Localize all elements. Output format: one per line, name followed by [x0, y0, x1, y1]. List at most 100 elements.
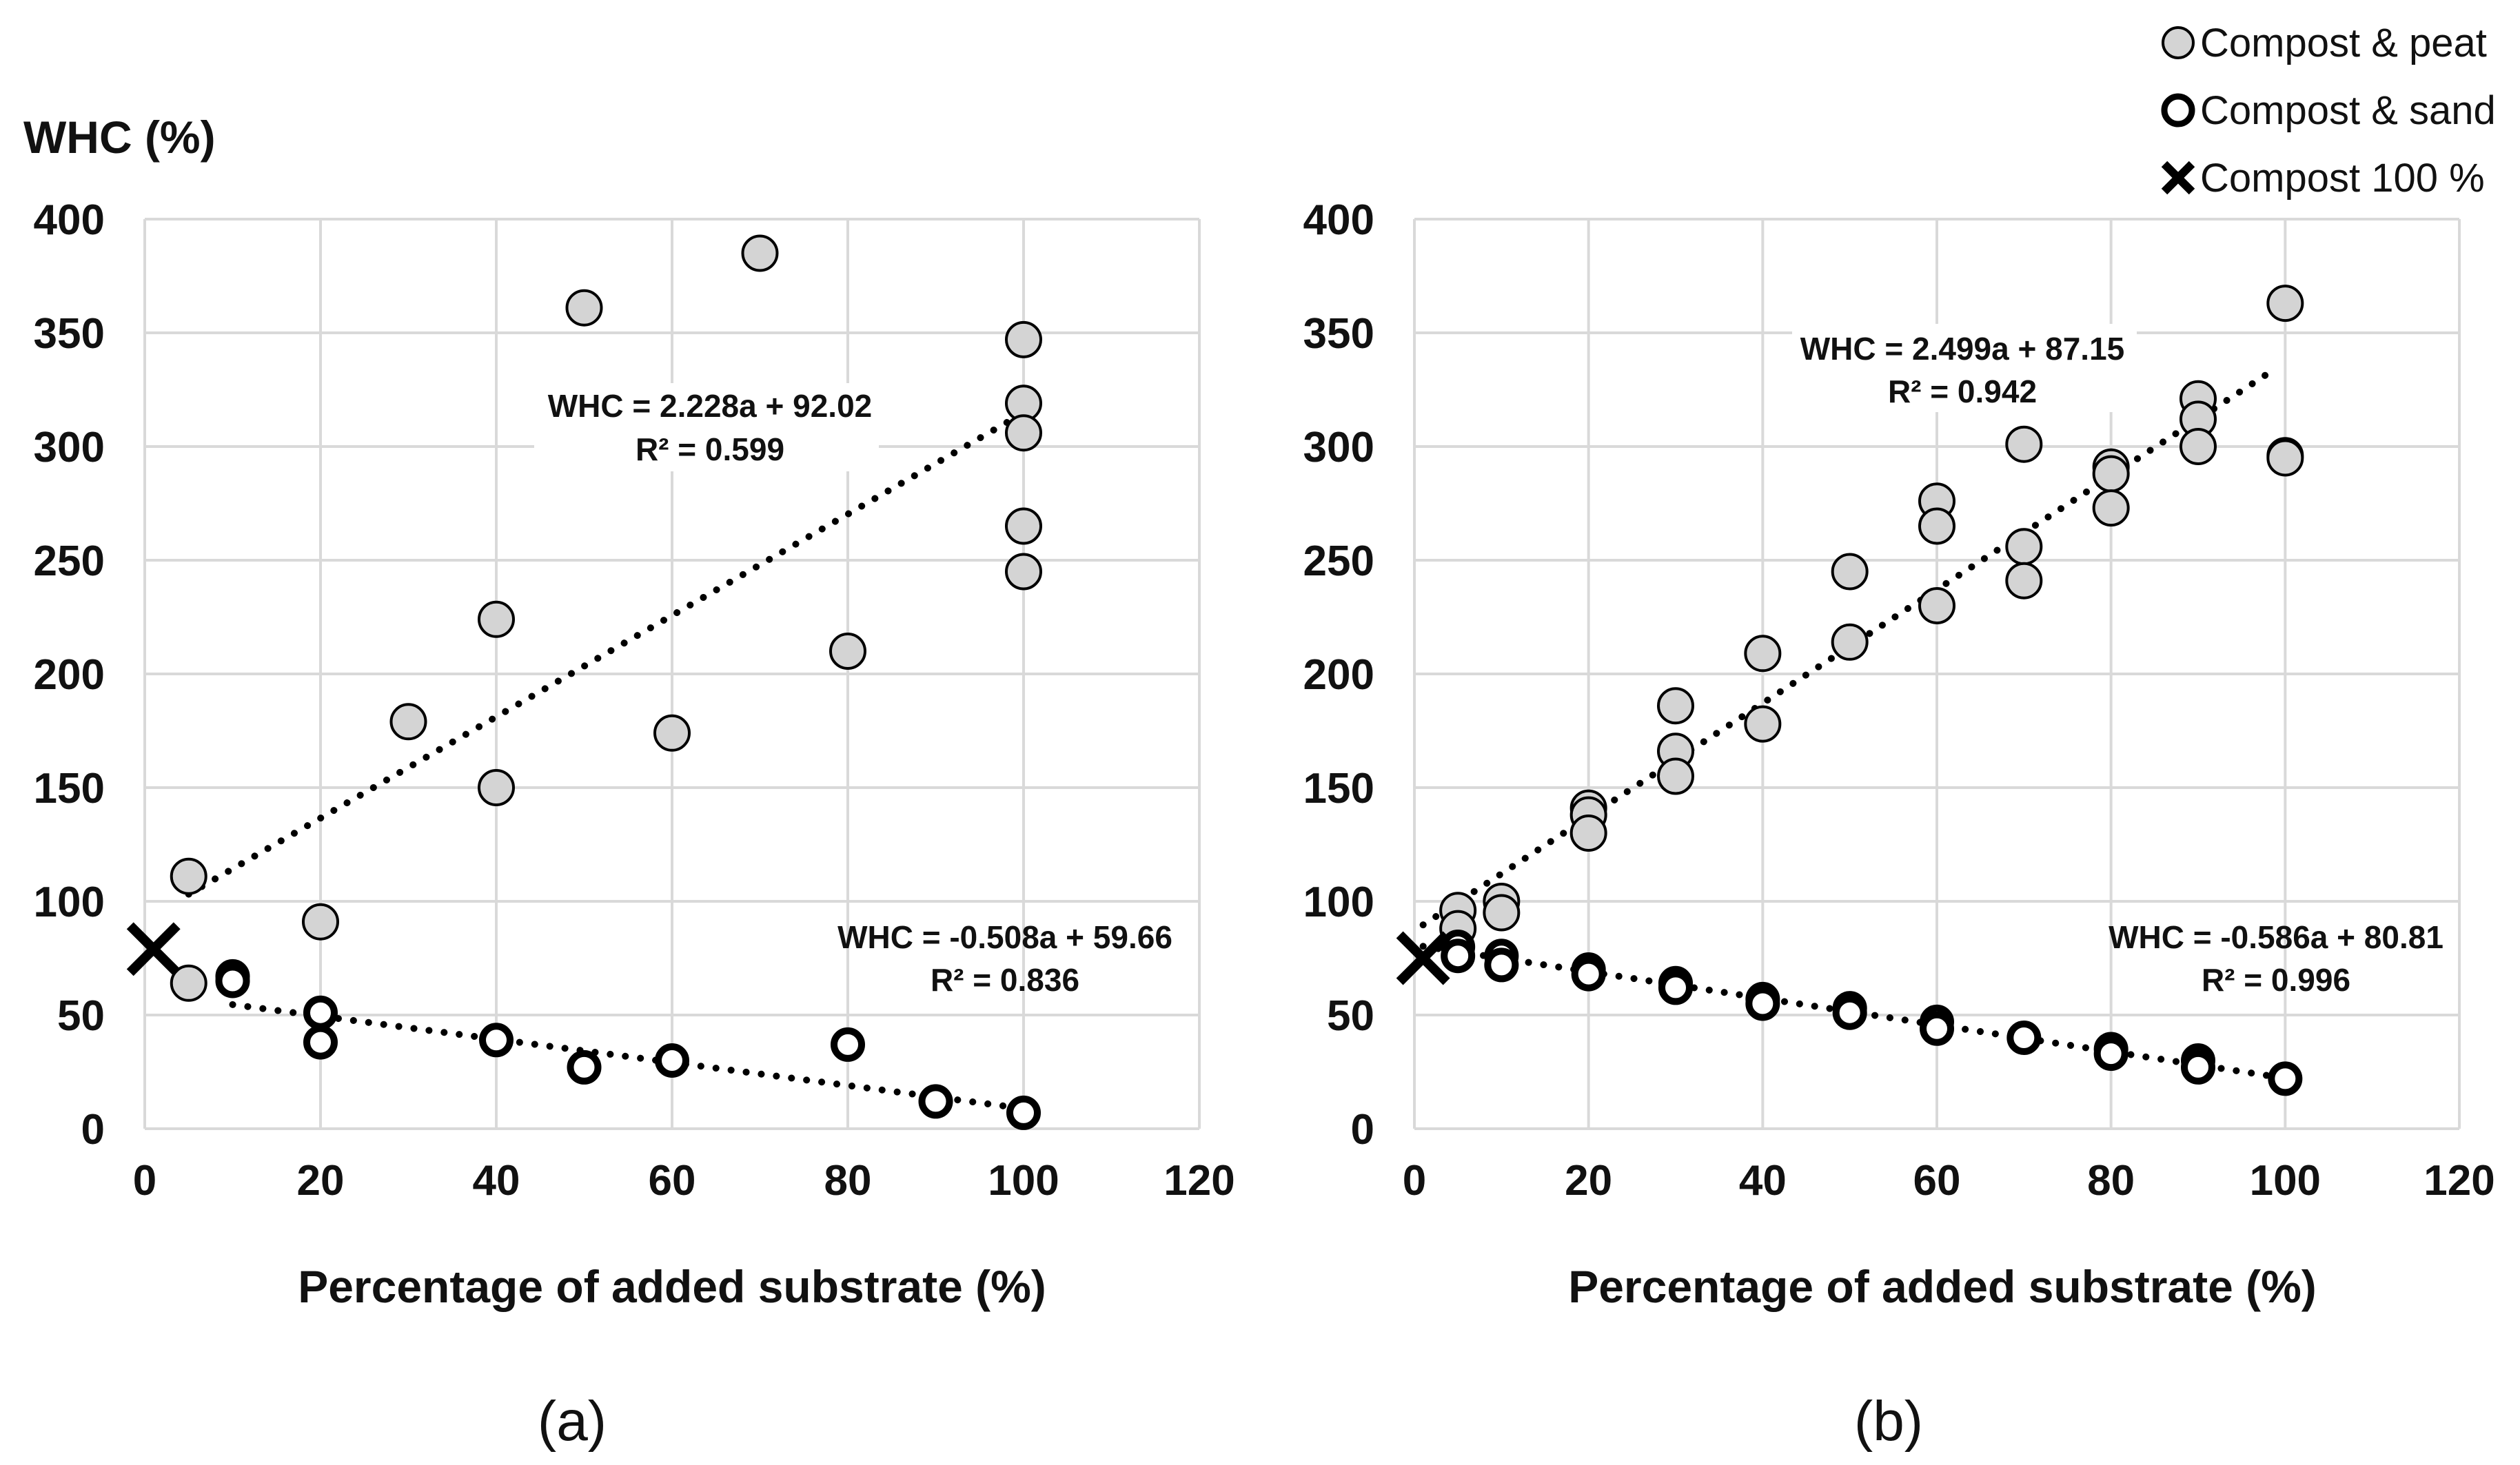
- trendlines-a: [185, 409, 1027, 1112]
- y-tick-label: 150: [34, 765, 105, 812]
- point-compost-peat: [653, 714, 691, 752]
- point-compost-peat: [1569, 815, 1607, 852]
- point-compost-sand: [303, 1025, 338, 1060]
- trendlines-b: [1419, 370, 2289, 1082]
- legend-item-compost: Compost 100 %: [2161, 156, 2485, 201]
- equation-box-peat-b: [1792, 324, 2137, 412]
- point-compost-sand: [215, 963, 250, 998]
- x-tick-label: 80: [2087, 1157, 2135, 1205]
- point-compost-peat: [2005, 425, 2043, 463]
- point-compost-100: [126, 922, 181, 976]
- point-compost-peat: [741, 234, 779, 272]
- point-compost-peat: [565, 289, 603, 327]
- equation-text-sand-a: WHC = -0.508a + 59.66: [837, 919, 1172, 955]
- point-compost-peat: [1005, 553, 1042, 591]
- point-compost-peat: [170, 857, 207, 895]
- point-compost-peat: [1657, 757, 1694, 795]
- r2-text-peat-b: R² = 0.942: [1888, 373, 2037, 409]
- x-tick-label: 0: [1403, 1157, 1426, 1205]
- y-tick-label: 300: [34, 424, 105, 471]
- point-compost-peat: [1831, 553, 1869, 591]
- point-compost-peat: [478, 769, 515, 806]
- point-compost-sand: [2181, 1049, 2215, 1085]
- y-tick-label: 300: [1303, 424, 1374, 471]
- chart-panel-a: 0 20 40 60 80 100 120050100150200250300350400 …: [34, 196, 1235, 1453]
- legend-filled-circle-icon: [2162, 26, 2195, 59]
- point-compost-sand: [2268, 1061, 2303, 1096]
- point-compost-sand: [567, 1049, 602, 1085]
- point-compost-peat: [2092, 455, 2130, 493]
- legend-item-peat: Compost & peat: [2162, 21, 2487, 65]
- legend-item-sand: Compost & sand: [2161, 88, 2496, 133]
- point-compost-peat: [1744, 635, 1782, 673]
- point-compost-sand: [2093, 1036, 2128, 1072]
- x-tick-label: 120: [2424, 1157, 2494, 1205]
- equation-peat-b: WHC = 2.499a + 87.15 R² = 0.942: [1792, 324, 2137, 412]
- point-compost-peat: [1831, 623, 1869, 661]
- legend-label-sand: Compost & sand: [2200, 88, 2496, 133]
- point-compost-peat: [2179, 428, 2217, 465]
- ticks-b: 0 20 40 60 80 100 120 0 50 100 150 200 250 300 350 400: [1303, 196, 2495, 1205]
- point-compost-peat: [389, 703, 427, 741]
- point-compost-peat: [829, 633, 866, 670]
- point-compost-peat: [1918, 507, 1955, 545]
- y-tick-label: 0: [1351, 1106, 1374, 1154]
- point-compost-sand: [2006, 1021, 2042, 1055]
- r2-text-sand-a: R² = 0.836: [931, 962, 1079, 998]
- equation-peat-a: WHC = 2.228a + 92.02 R² = 0.599: [534, 383, 879, 471]
- y-tick-label: 350: [34, 310, 105, 358]
- point-compost-sand: [1441, 939, 1476, 974]
- point-compost-peat: [478, 600, 515, 638]
- point-compost-peat: [302, 903, 339, 941]
- legend-label-peat: Compost & peat: [2200, 21, 2487, 65]
- point-compost-sand: [1745, 986, 1780, 1021]
- equation-text-peat-a: WHC = 2.228a + 92.02: [548, 388, 873, 424]
- point-compost-peat: [1657, 687, 1694, 725]
- y-tick-label: 0: [81, 1106, 105, 1154]
- x-tick-label: 20: [297, 1157, 345, 1205]
- equation-box-peat-a: [534, 383, 879, 471]
- x-axis-title-a: Percentage of added substrate (%): [298, 1261, 1046, 1312]
- x-tick-label: 100: [988, 1157, 1059, 1205]
- point-compost-peat: [1918, 587, 1955, 624]
- y-axis-title: WHC (%): [23, 112, 216, 163]
- trendline: [229, 1001, 1027, 1112]
- markers-a: [126, 234, 1042, 1130]
- y-tick-label: 100: [34, 879, 105, 926]
- x-tick-label: 80: [824, 1157, 872, 1205]
- x-tick-label: 60: [649, 1157, 696, 1205]
- x-tick-label: 40: [473, 1157, 520, 1205]
- point-compost-sand: [303, 995, 338, 1030]
- y-tick-label: 350: [1303, 310, 1374, 358]
- r2-text-sand-b: R² = 0.996: [2202, 962, 2350, 998]
- point-compost-peat: [2266, 285, 2304, 322]
- y-tick-label: 50: [57, 992, 105, 1040]
- equation-text-peat-b: WHC = 2.499a + 87.15: [1800, 331, 2125, 367]
- point-compost-peat: [2005, 528, 2043, 566]
- ticks-a: 0 20 40 60 80 100 120 0 50 100 150 200 250 300 350 400: [34, 196, 1235, 1205]
- trendline: [185, 409, 1027, 898]
- point-compost-sand: [479, 1023, 514, 1058]
- y-tick-label: 400: [34, 196, 105, 244]
- point-compost-sand: [1484, 947, 1519, 983]
- equation-sand-b: WHC = -0.586a + 80.81 R² = 0.996: [2109, 919, 2443, 998]
- point-compost-sand: [1920, 1011, 1954, 1046]
- point-compost-100: [1396, 931, 1450, 985]
- x-tick-label: 100: [2250, 1157, 2321, 1205]
- legend-cross-icon: [2161, 161, 2195, 195]
- point-compost-peat: [1005, 507, 1042, 545]
- x-tick-label: 60: [1913, 1157, 1961, 1205]
- y-tick-label: 200: [34, 651, 105, 699]
- point-compost-sand: [1571, 956, 1606, 992]
- y-tick-label: 250: [1303, 537, 1374, 585]
- legend-open-circle-icon: [2161, 93, 2195, 127]
- y-tick-label: 250: [34, 537, 105, 585]
- r2-text-peat-a: R² = 0.599: [636, 431, 784, 467]
- point-compost-peat: [1005, 414, 1042, 452]
- markers-b: [1396, 285, 2304, 1096]
- equation-sand-a: WHC = -0.508a + 59.66 R² = 0.836: [837, 919, 1172, 998]
- equation-text-sand-b: WHC = -0.586a + 80.81: [2109, 919, 2443, 955]
- x-tick-label: 40: [1739, 1157, 1787, 1205]
- x-axis-title-b: Percentage of added substrate (%): [1568, 1261, 2317, 1312]
